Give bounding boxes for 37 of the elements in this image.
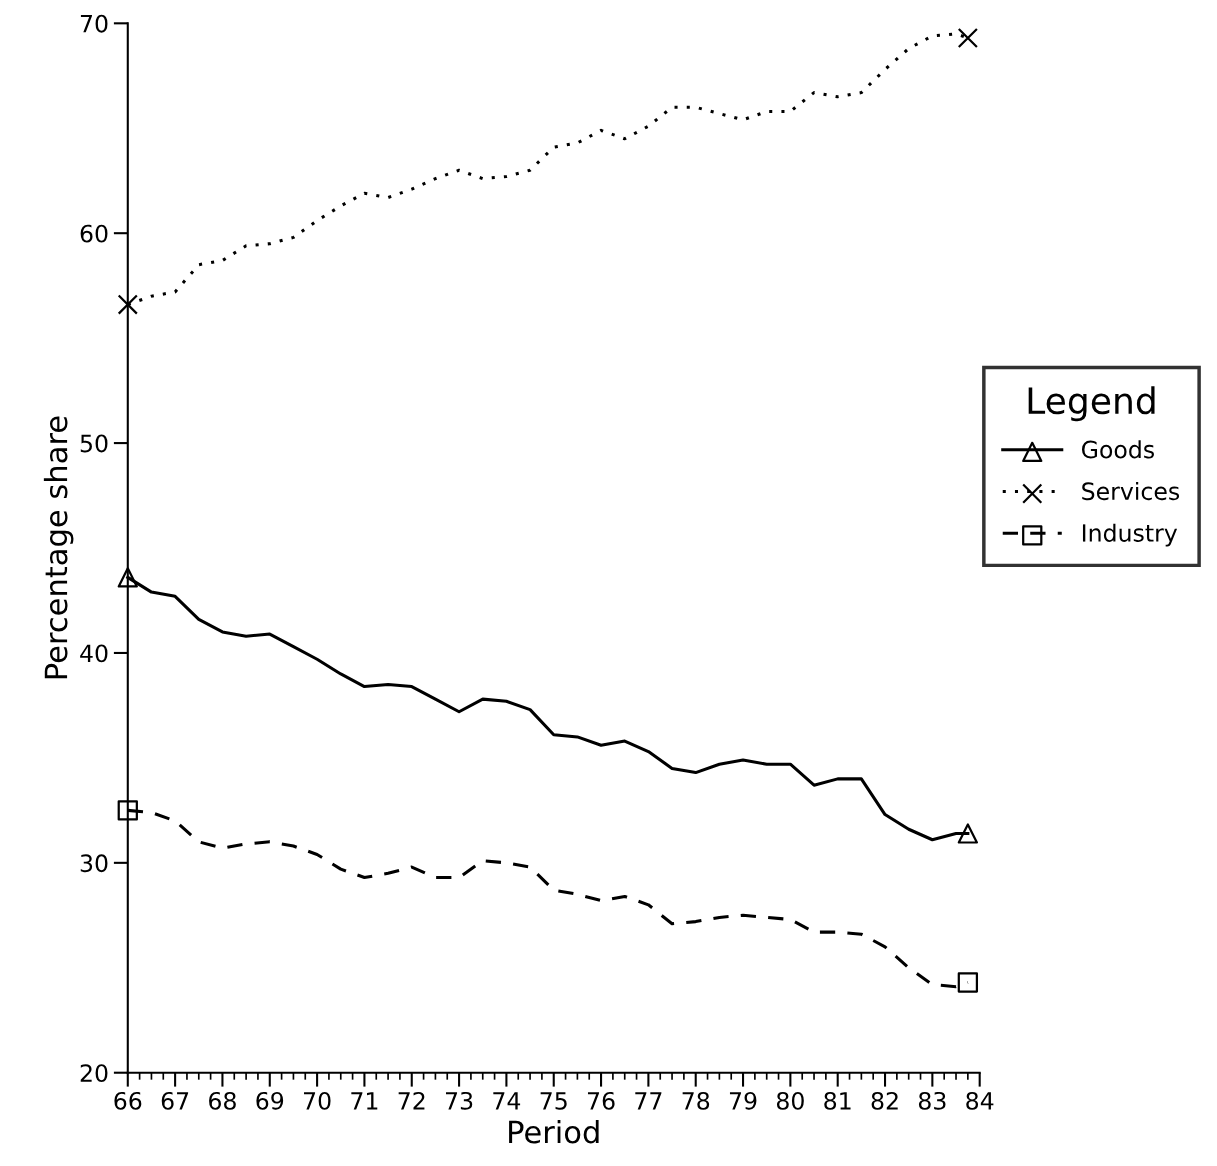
legend-label: Goods bbox=[1081, 440, 1154, 459]
y-tick-label: 70 bbox=[80, 14, 108, 33]
x-tick-label: 75 bbox=[540, 1092, 567, 1110]
y-tick-label: 20 bbox=[80, 1064, 108, 1083]
x-tick-label: 74 bbox=[493, 1092, 521, 1110]
x-axis-title: Period bbox=[509, 1119, 599, 1144]
point bbox=[117, 294, 138, 315]
x-tick-label: 72 bbox=[398, 1091, 425, 1110]
point bbox=[117, 800, 138, 821]
x-tick-label: 77 bbox=[635, 1092, 662, 1110]
y-tick-label: 40 bbox=[80, 644, 108, 663]
x-tick-label: 71 bbox=[351, 1092, 378, 1110]
x-tick-label: 76 bbox=[587, 1091, 615, 1110]
x-tick-label: 79 bbox=[729, 1091, 757, 1110]
x-tick-label: 83 bbox=[918, 1091, 946, 1110]
y-tick-label: 50 bbox=[80, 434, 108, 453]
y-tick-label: 30 bbox=[80, 854, 108, 873]
x-tick-label: 69 bbox=[256, 1091, 284, 1110]
legend-title: Legend bbox=[1028, 386, 1155, 422]
x-tick-label: 68 bbox=[209, 1091, 236, 1110]
x-tick-label: 67 bbox=[161, 1091, 189, 1110]
x-tick-label: 81 bbox=[824, 1091, 851, 1110]
y-axis-title: Percentage share bbox=[43, 416, 74, 679]
point bbox=[957, 27, 979, 49]
x-tick-label: 78 bbox=[682, 1091, 710, 1110]
x-tick-label: 80 bbox=[776, 1091, 804, 1110]
legend-label: Industry bbox=[1082, 523, 1178, 547]
x-tick-label: 82 bbox=[871, 1091, 898, 1110]
point bbox=[957, 972, 979, 993]
x-tick-label: 73 bbox=[445, 1091, 473, 1110]
x-tick-label: 70 bbox=[304, 1091, 331, 1110]
y-tick-label: 60 bbox=[80, 224, 108, 243]
legend-label: Services bbox=[1082, 481, 1180, 501]
point bbox=[957, 823, 979, 844]
point bbox=[117, 567, 138, 588]
x-tick-label: 66 bbox=[114, 1091, 142, 1110]
x-tick-label: 84 bbox=[966, 1091, 994, 1110]
